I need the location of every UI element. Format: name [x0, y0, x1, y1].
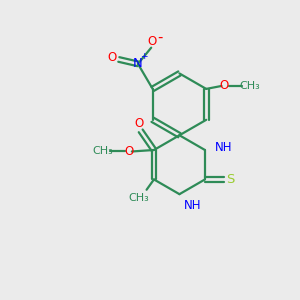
Text: S: S: [226, 173, 234, 186]
Text: O: O: [124, 145, 134, 158]
Text: N: N: [133, 57, 143, 70]
Text: CH₃: CH₃: [129, 193, 150, 203]
Text: O: O: [220, 80, 229, 92]
Text: O: O: [148, 35, 157, 48]
Text: NH: NH: [184, 199, 201, 212]
Text: +: +: [140, 52, 148, 61]
Text: NH: NH: [215, 141, 233, 154]
Text: CH₃: CH₃: [92, 146, 113, 157]
Text: -: -: [157, 30, 163, 45]
Text: O: O: [108, 52, 117, 64]
Text: O: O: [135, 117, 144, 130]
Text: CH₃: CH₃: [240, 81, 260, 91]
